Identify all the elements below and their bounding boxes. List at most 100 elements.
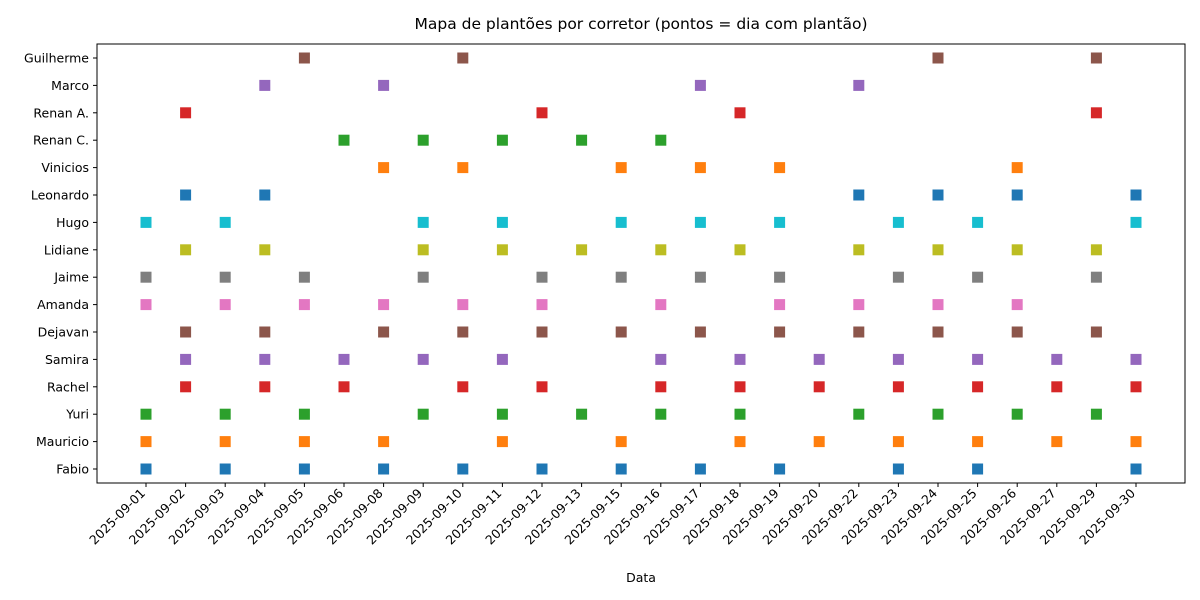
shift-point (1130, 381, 1142, 393)
shift-point (219, 463, 231, 475)
y-tick-label: Samira (45, 352, 89, 367)
shift-point (615, 326, 627, 338)
shift-point (496, 408, 508, 420)
shift-point (1090, 271, 1102, 283)
shift-point (259, 189, 271, 201)
shift-point (457, 162, 469, 174)
shift-point (892, 463, 904, 475)
y-tick-label: Marco (51, 78, 89, 93)
shift-point (1051, 381, 1063, 393)
shift-point (1130, 216, 1142, 228)
shift-point (1011, 189, 1023, 201)
shift-point (219, 216, 231, 228)
shift-point (853, 326, 865, 338)
shift-point (259, 381, 271, 393)
shift-point (457, 52, 469, 64)
shift-point (219, 436, 231, 448)
shift-point (378, 436, 390, 448)
shift-point (853, 408, 865, 420)
shift-point (140, 216, 152, 228)
shift-point (615, 271, 627, 283)
shift-point (972, 381, 984, 393)
shift-point (140, 299, 152, 311)
plot-frame (96, 43, 1186, 484)
shift-point (180, 244, 192, 256)
shift-point (813, 353, 825, 365)
shift-point (298, 408, 310, 420)
shift-point (1130, 189, 1142, 201)
shift-point (1051, 353, 1063, 365)
shift-point (615, 463, 627, 475)
y-tick-label: Guilherme (24, 51, 89, 66)
y-tick-label: Mauricio (36, 434, 89, 449)
shift-point (180, 353, 192, 365)
shift-point (378, 79, 390, 91)
shift-point (298, 271, 310, 283)
shift-point (219, 408, 231, 420)
shift-point (457, 326, 469, 338)
shift-point (417, 408, 429, 420)
shift-point (734, 244, 746, 256)
y-tick-label: Leonardo (31, 188, 89, 203)
shift-point (140, 271, 152, 283)
y-tick-label: Amanda (37, 297, 89, 312)
shift-point (219, 299, 231, 311)
shift-point (417, 353, 429, 365)
shift-point (1090, 326, 1102, 338)
shift-point (853, 299, 865, 311)
shift-point (892, 436, 904, 448)
shift-point (932, 189, 944, 201)
shift-point (1011, 244, 1023, 256)
shift-point (536, 271, 548, 283)
shift-point (536, 463, 548, 475)
chart-title: Mapa de plantões por corretor (pontos = … (414, 15, 867, 33)
shift-point (734, 436, 746, 448)
y-tick-label: Rachel (47, 379, 89, 394)
y-tick-label: Jaime (53, 270, 89, 285)
shift-point (536, 107, 548, 119)
shift-point (180, 189, 192, 201)
shift-point (853, 244, 865, 256)
shift-point (338, 353, 350, 365)
y-tick-label: Yuri (65, 407, 89, 422)
shift-point (1130, 463, 1142, 475)
shift-point (932, 244, 944, 256)
shift-point (259, 353, 271, 365)
shift-point (417, 244, 429, 256)
shift-point (1011, 326, 1023, 338)
shift-point (655, 299, 667, 311)
shift-point (140, 408, 152, 420)
shift-point (774, 162, 786, 174)
shift-point (655, 244, 667, 256)
shift-point (259, 79, 271, 91)
x-axis-label: Data (626, 570, 656, 585)
shift-point (734, 107, 746, 119)
shift-point (140, 463, 152, 475)
shift-point (536, 381, 548, 393)
shift-point (1090, 244, 1102, 256)
shift-point (932, 299, 944, 311)
shift-point (892, 271, 904, 283)
shift-point (734, 408, 746, 420)
shift-point (774, 216, 786, 228)
shift-point (496, 216, 508, 228)
shift-point (298, 52, 310, 64)
shift-point (1090, 52, 1102, 64)
shift-point (378, 162, 390, 174)
shift-point (774, 463, 786, 475)
shift-point (457, 463, 469, 475)
shift-point (853, 189, 865, 201)
shift-point (972, 271, 984, 283)
shift-point (457, 299, 469, 311)
shift-point (932, 326, 944, 338)
shift-point (536, 326, 548, 338)
shift-point (694, 79, 706, 91)
shift-point (694, 216, 706, 228)
shift-point (813, 436, 825, 448)
shift-point (932, 52, 944, 64)
shift-point (734, 353, 746, 365)
shift-point (655, 134, 667, 146)
shift-point (378, 463, 390, 475)
shift-point (972, 216, 984, 228)
shift-point (853, 79, 865, 91)
